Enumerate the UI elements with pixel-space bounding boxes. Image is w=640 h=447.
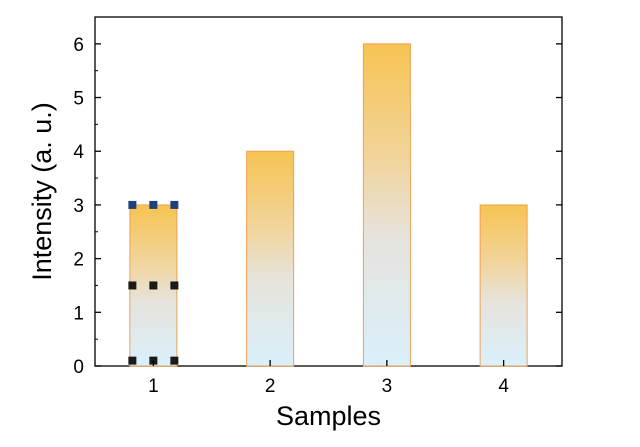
x-axis-label: Samples — [276, 401, 381, 431]
marker-dot — [170, 200, 179, 209]
y-tick-label: 1 — [73, 303, 84, 324]
y-tick-label: 4 — [73, 142, 84, 163]
y-axis-ticks: 0 1 2 3 4 5 6 — [73, 35, 562, 378]
marker-dot — [128, 281, 137, 290]
marker-dot — [149, 200, 158, 209]
bars — [129, 43, 528, 367]
y-tick-label: 5 — [73, 89, 84, 110]
y-tick-label: 3 — [73, 196, 84, 217]
bar-3 — [362, 43, 411, 367]
bar-4 — [479, 204, 528, 367]
marker-dot — [170, 281, 179, 290]
x-tick-label: 3 — [382, 376, 393, 397]
x-axis-ticks: 1 2 3 4 — [148, 360, 509, 397]
marker-dot — [128, 356, 137, 365]
x-tick-label: 1 — [148, 376, 159, 397]
x-tick-label: 2 — [265, 376, 276, 397]
bar-2 — [246, 150, 295, 367]
y-tick-label: 6 — [73, 35, 84, 56]
marker-dot — [170, 356, 179, 365]
y-tick-label: 2 — [73, 250, 84, 271]
marker-dot — [128, 200, 137, 209]
y-tick-label: 0 — [73, 357, 84, 378]
marker-dot — [149, 281, 158, 290]
plot-frame — [94, 16, 563, 367]
x-tick-label: 4 — [498, 376, 509, 397]
y-axis-label: Intensity (a. u.) — [27, 102, 57, 281]
